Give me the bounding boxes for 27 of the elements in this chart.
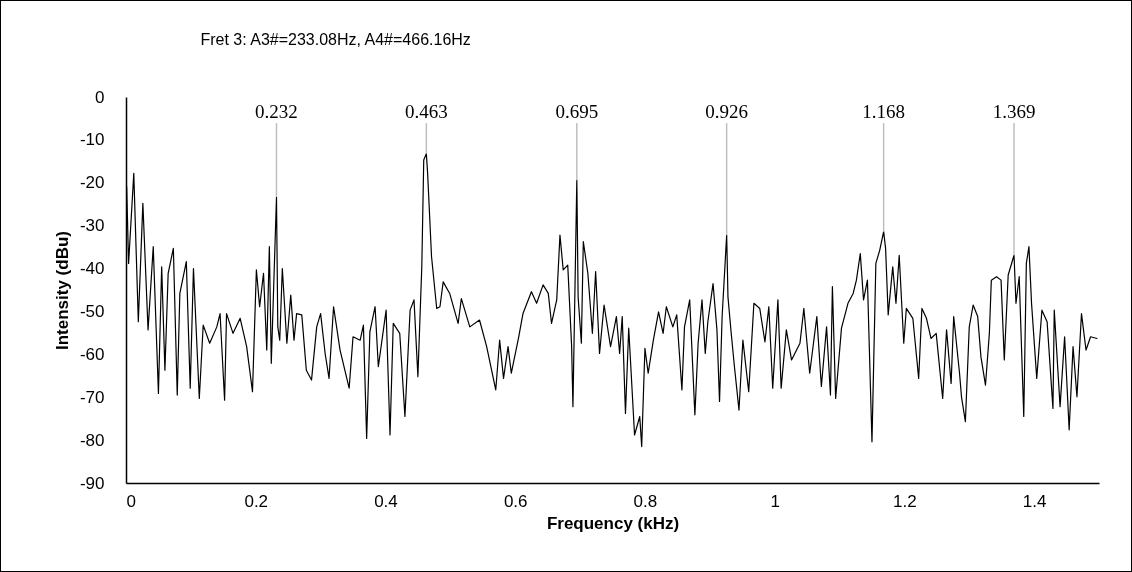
y-tick-label: -50 <box>79 301 105 321</box>
x-tick-label: 1 <box>770 491 780 511</box>
y-tick-label: -40 <box>79 259 105 279</box>
y-tick-label: -30 <box>79 216 105 236</box>
x-tick-label: 0.2 <box>244 491 269 511</box>
chart-title: Fret 3: A3#=233.08Hz, A4#=466.16Hz <box>200 31 471 48</box>
x-tick-label: 1.2 <box>893 491 917 511</box>
y-tick-label: 0 <box>95 87 105 107</box>
x-tick-label: 0.8 <box>633 491 658 511</box>
y-tick-label: -70 <box>79 387 105 407</box>
x-tick-label: 0.6 <box>503 491 528 511</box>
y-axis-title: Intensity (dBu) <box>52 231 72 350</box>
y-tick-label: -80 <box>79 430 105 450</box>
annotation: 1.168 <box>862 101 906 122</box>
annotation: 1.369 <box>992 101 1036 122</box>
x-tick-label: 0 <box>126 491 136 511</box>
y-tick-label: -20 <box>79 173 105 193</box>
annotation: 0.232 <box>255 101 298 122</box>
y-tick-label: -60 <box>79 344 105 364</box>
y-tick-label: -10 <box>79 130 105 150</box>
annotation: 0.926 <box>705 101 749 122</box>
x-tick-label: 0.4 <box>374 491 398 511</box>
x-tick-label: 1.4 <box>1022 491 1047 511</box>
x-axis-title: Frequency (kHz) <box>546 513 680 533</box>
annotation: 0.463 <box>404 101 448 122</box>
y-tick-label: -90 <box>79 473 105 493</box>
annotation: 0.695 <box>555 101 599 122</box>
